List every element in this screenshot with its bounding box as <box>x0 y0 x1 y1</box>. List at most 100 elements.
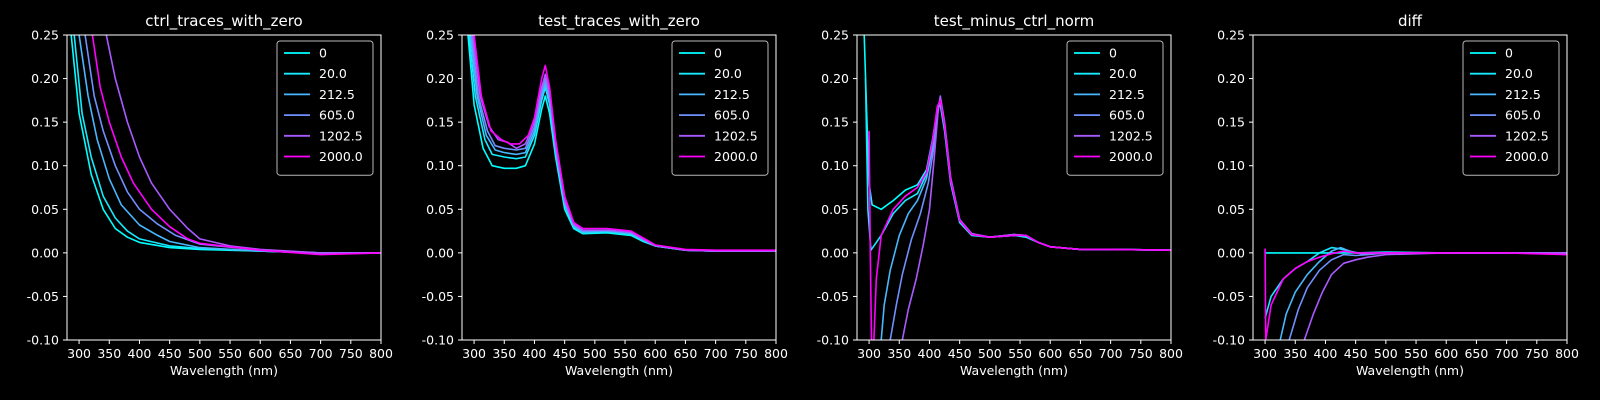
x-tick-label: 800 <box>764 346 788 361</box>
x-tick-label: 650 <box>673 346 697 361</box>
series-lines <box>863 35 1171 340</box>
x-tick-label: 700 <box>309 346 333 361</box>
x-tick-label: 400 <box>918 346 942 361</box>
x-axis-label: Wavelength (nm) <box>960 363 1068 378</box>
legend-entry: 2000.0 <box>1505 149 1549 164</box>
legend-entry: 1202.5 <box>319 128 363 143</box>
x-tick-label: 750 <box>1525 346 1549 361</box>
y-tick-label: 0.15 <box>821 115 849 130</box>
x-tick-label: 600 <box>1434 346 1458 361</box>
y-tick-label: -0.10 <box>27 333 59 348</box>
legend-entry: 1202.5 <box>1109 128 1153 143</box>
x-axis-label: Wavelength (nm) <box>170 363 278 378</box>
y-tick-label: 0.05 <box>31 202 59 217</box>
y-tick-label: -0.10 <box>422 333 454 348</box>
y-tick-label: 0.10 <box>1217 158 1245 173</box>
series-lines <box>70 35 381 256</box>
legend-entry: 1202.5 <box>714 128 758 143</box>
x-axis-label: Wavelength (nm) <box>1356 363 1464 378</box>
chart-panel-4: 300 350 400 450 500 550 600 650 700 750 800 -0.10 -0… <box>1213 12 1579 378</box>
legend-entry: 605.0 <box>1109 108 1145 123</box>
series-line-2000.0 <box>91 35 381 256</box>
x-tick-label: 800 <box>369 346 393 361</box>
x-tick-label: 400 <box>523 346 547 361</box>
chart-title: test_traces_with_zero <box>538 12 700 31</box>
legend-entry: 2000.0 <box>319 149 363 164</box>
series-line-2000.0 <box>868 99 1171 340</box>
legend-entry: 2000.0 <box>1109 149 1153 164</box>
x-tick-label: 650 <box>1464 346 1488 361</box>
legend-entry: 605.0 <box>714 108 750 123</box>
x-tick-label: 550 <box>613 346 637 361</box>
y-tick-label: 0.25 <box>821 28 849 43</box>
x-tick-label: 650 <box>278 346 302 361</box>
y-tick-label: 0.00 <box>1217 245 1245 260</box>
legend: 0 20.0 212.5 605.0 1202.5 2000.0 <box>276 40 374 176</box>
legend-entry: 0 <box>1505 46 1513 61</box>
x-tick-label: 450 <box>158 346 182 361</box>
x-tick-label: 550 <box>1404 346 1428 361</box>
legend-entry: 1202.5 <box>1505 128 1549 143</box>
axes-frame <box>1252 34 1568 341</box>
chart-title: test_minus_ctrl_norm <box>934 12 1095 31</box>
y-tick-label: 0.25 <box>1217 28 1245 43</box>
x-tick-label: 350 <box>887 346 911 361</box>
y-tick-label: 0.00 <box>426 245 454 260</box>
x-tick-label: 550 <box>218 346 242 361</box>
legend-entry: 20.0 <box>714 66 742 81</box>
legend: 0 20.0 212.5 605.0 1202.5 2000.0 <box>1462 40 1560 176</box>
y-tick-label: -0.05 <box>1213 289 1245 304</box>
legend-entry: 0 <box>319 46 327 61</box>
series-line-212.5 <box>1279 246 1567 340</box>
legend-entry: 212.5 <box>319 87 355 102</box>
axes-frame <box>461 34 777 341</box>
x-tick-label: 800 <box>1159 346 1183 361</box>
y-tick-label: 0.05 <box>1217 202 1245 217</box>
x-tick-label: 500 <box>583 346 607 361</box>
y-tick-label: 0.10 <box>821 158 849 173</box>
x-tick-label: 400 <box>128 346 152 361</box>
x-tick-label: 350 <box>1283 346 1307 361</box>
chart-panel-1: 300 350 400 450 500 550 600 650 700 750 800 -0.10 -0… <box>27 12 393 378</box>
series-lines <box>467 35 776 252</box>
series-line-605.0 <box>1288 252 1567 340</box>
x-tick-label: 600 <box>248 346 272 361</box>
x-axis-label: Wavelength (nm) <box>565 363 673 378</box>
x-tick-label: 650 <box>1068 346 1092 361</box>
legend-entry: 212.5 <box>1505 87 1541 102</box>
y-tick-label: 0.05 <box>821 202 849 217</box>
x-tick-label: 500 <box>978 346 1002 361</box>
y-tick-label: -0.10 <box>817 333 849 348</box>
y-tick-label: 0.20 <box>1217 71 1245 86</box>
y-tick-label: 0.10 <box>31 158 59 173</box>
y-tick-label: 0.25 <box>31 28 59 43</box>
x-tick-label: 700 <box>1495 346 1519 361</box>
y-tick-label: 0.00 <box>31 245 59 260</box>
y-tick-label: 0.05 <box>426 202 454 217</box>
x-tick-label: 800 <box>1555 346 1579 361</box>
x-tick-label: 450 <box>948 346 972 361</box>
chart-panel-3: 300 350 400 450 500 550 600 650 700 750 800 -0.10 -0… <box>817 12 1183 378</box>
legend-entry: 2000.0 <box>714 149 758 164</box>
x-tick-label: 750 <box>1129 346 1153 361</box>
y-tick-label: 0.20 <box>821 71 849 86</box>
x-tick-label: 750 <box>339 346 363 361</box>
y-tick-label: -0.05 <box>27 289 59 304</box>
legend: 0 20.0 212.5 605.0 1202.5 2000.0 <box>1066 40 1164 176</box>
y-tick-label: 0.10 <box>426 158 454 173</box>
y-tick-label: -0.05 <box>422 289 454 304</box>
chart-title: ctrl_traces_with_zero <box>145 12 302 31</box>
chart-title: diff <box>1398 12 1423 30</box>
series-line-2000.0 <box>473 35 776 251</box>
x-tick-label: 500 <box>1374 346 1398 361</box>
legend-entry: 605.0 <box>319 108 355 123</box>
axes-frame <box>66 34 382 341</box>
x-tick-label: 450 <box>1344 346 1368 361</box>
x-tick-label: 550 <box>1008 346 1032 361</box>
y-tick-label: 0.00 <box>821 245 849 260</box>
x-tick-label: 300 <box>1253 346 1277 361</box>
x-tick-label: 700 <box>704 346 728 361</box>
legend: 0 20.0 212.5 605.0 1202.5 2000.0 <box>671 40 769 176</box>
x-tick-label: 300 <box>857 346 881 361</box>
